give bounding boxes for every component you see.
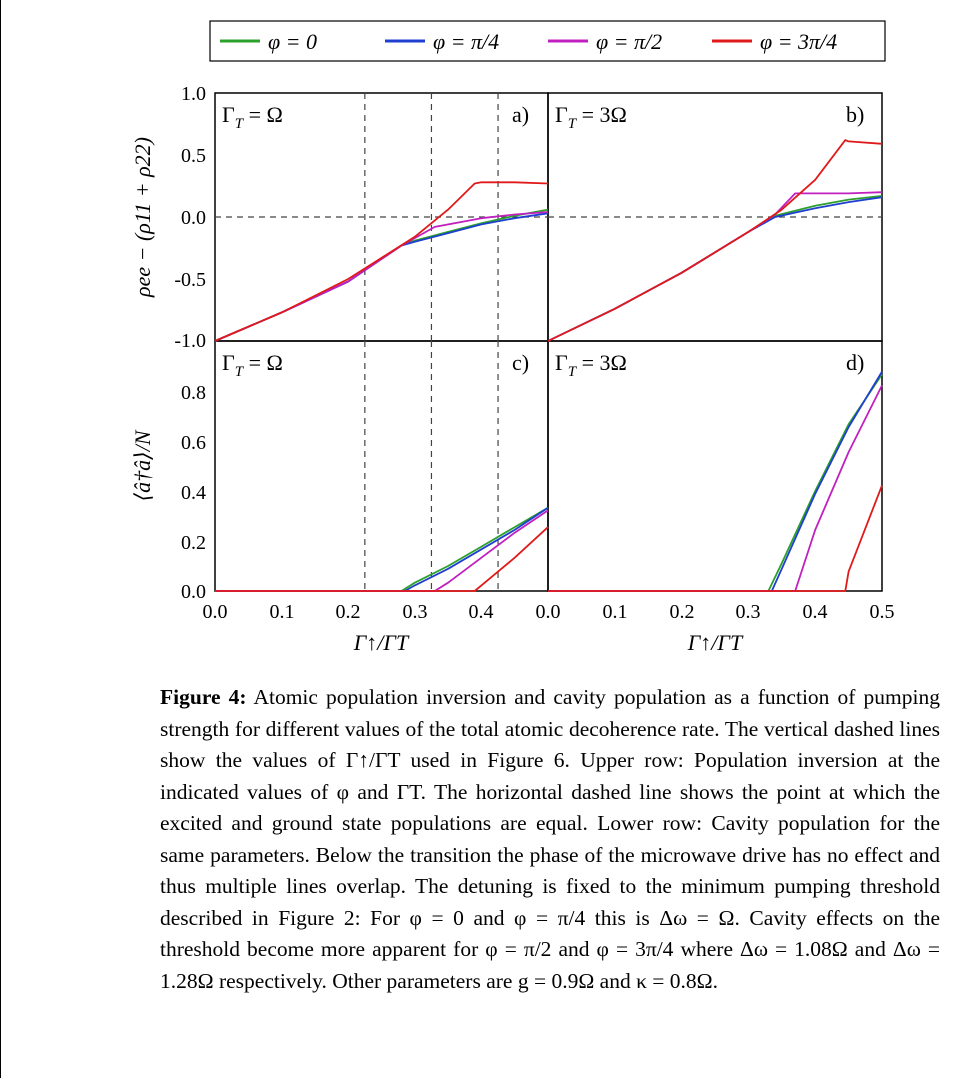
caption-text: Atomic population inversion and cavity p…	[160, 685, 940, 993]
ytick-top-3: -0.5	[174, 269, 206, 291]
ytick-top-2: 0.0	[181, 207, 206, 229]
xtick-left-2: 0.2	[336, 601, 361, 623]
xtick-left-0: 0.0	[203, 601, 228, 623]
panel-b-series-3	[547, 139, 883, 342]
ytick-top-4: -1.0	[174, 330, 206, 352]
page-left-border	[0, 0, 1, 1078]
panel-d-condition: Γ	[555, 350, 568, 375]
svg-text:ΓT = 3Ω: ΓT = 3Ω	[555, 350, 627, 380]
legend: φ = 0 φ = π/4 φ = π/2 φ = 3π/4	[209, 20, 886, 62]
panel-b-series-1	[547, 196, 883, 342]
bottom-yticks: 0.8 0.6 0.4 0.2 0.0	[181, 382, 206, 603]
panel-a-annotation: ΓT = Ω a)	[222, 102, 529, 132]
panel-b-annotation: ΓT = 3Ω b)	[555, 102, 864, 132]
panel-b-series-2	[547, 191, 883, 342]
xtick-left-5: 0.0	[536, 601, 561, 623]
caption-label: Figure 4:	[160, 685, 247, 709]
panel-b-plot	[547, 139, 883, 342]
bottom-ylabel: ⟨â†â⟩/N	[130, 429, 155, 501]
panel-d-series-1	[548, 371, 883, 592]
panel-b-condition: Γ	[555, 102, 568, 127]
panel-c-series-3	[215, 526, 549, 592]
panel-d-series-0	[548, 373, 883, 592]
panel-a-series-3	[214, 181, 549, 342]
panel-d-plot	[548, 371, 883, 592]
legend-entry-3: φ = 3π/4	[760, 29, 837, 54]
panel-a-series-2	[214, 211, 549, 342]
figure-4: φ = 0 φ = π/4 φ = π/2 φ = 3π/4 ΓT = Ω a)…	[130, 20, 895, 655]
panel-b-series-0	[547, 195, 883, 342]
legend-entry-0: φ = 0	[268, 29, 317, 54]
panel-c-condition: Γ	[222, 350, 235, 375]
legend-entry-2: φ = π/2	[596, 29, 662, 54]
ytick-bottom-3: 0.2	[181, 532, 206, 554]
legend-entry-1: φ = π/4	[433, 29, 499, 54]
panel-d-series-3	[548, 485, 883, 592]
panel-a-condition: Γ	[222, 102, 235, 127]
xtick-right-2: 0.3	[736, 601, 761, 623]
svg-text:ΓT = Ω: ΓT = Ω	[222, 350, 283, 380]
svg-text:ΓT = 3Ω: ΓT = 3Ω	[555, 102, 627, 132]
panel-d-series-2	[548, 384, 883, 592]
xtick-right-1: 0.2	[670, 601, 695, 623]
panel-d-label: d)	[846, 350, 864, 375]
panel-d-frame	[547, 340, 883, 592]
panel-a-series-1	[214, 212, 549, 342]
ytick-top-0: 1.0	[181, 83, 206, 105]
ytick-bottom-0: 0.8	[181, 382, 206, 404]
xtick-left-3: 0.3	[403, 601, 428, 623]
panel-c-annotation: ΓT = Ω c)	[222, 350, 529, 380]
panel-a-plot	[214, 93, 549, 342]
xtick-right-0: 0.1	[603, 601, 628, 623]
panel-c-label: c)	[512, 350, 529, 375]
panel-a-label: a)	[512, 102, 529, 127]
xlabel-right: Γ↑/ΓT	[687, 630, 744, 655]
xtick-right-4: 0.5	[870, 601, 895, 623]
top-yticks: 1.0 0.5 0.0 -0.5 -1.0	[174, 83, 206, 352]
xlabel-left: Γ↑/ΓT	[353, 630, 410, 655]
xtick-left-4: 0.4	[469, 601, 494, 623]
figure-caption: Figure 4: Atomic population inversion an…	[160, 682, 940, 997]
ytick-bottom-1: 0.6	[181, 432, 206, 454]
svg-text:ΓT = Ω: ΓT = Ω	[222, 102, 283, 132]
xtick-left-1: 0.1	[270, 601, 295, 623]
xtick-right-3: 0.4	[803, 601, 828, 623]
panel-d-annotation: ΓT = 3Ω d)	[555, 350, 864, 380]
ytick-bottom-4: 0.0	[181, 581, 206, 603]
panel-c-plot	[215, 341, 549, 592]
ytick-top-1: 0.5	[181, 145, 206, 167]
ytick-bottom-2: 0.4	[181, 482, 206, 504]
panel-b-label: b)	[846, 102, 864, 127]
xticks: 0.0 0.1 0.2 0.3 0.4 0.0 0.1 0.2 0.3 0.4 …	[203, 601, 895, 623]
top-ylabel: ρee − (ρ11 + ρ22)	[130, 137, 155, 298]
